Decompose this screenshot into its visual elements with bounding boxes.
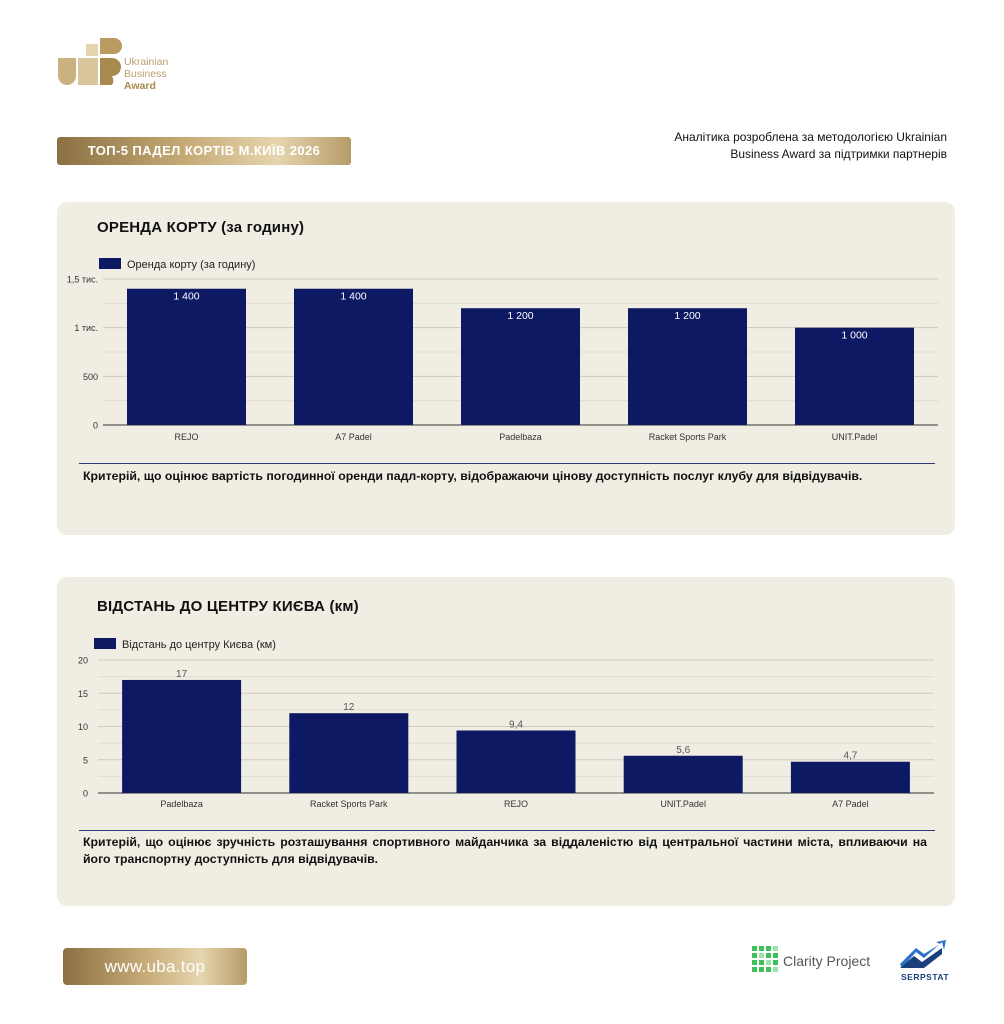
bar	[790, 761, 910, 793]
clarity-project-logo: Clarity Project	[752, 946, 870, 976]
logo-wordmark: Ukrainian Business Award	[124, 56, 168, 92]
y-tick-label: 20	[78, 656, 88, 666]
data-label: 9,4	[509, 719, 523, 730]
distance-caption: Критерій, що оцінює зручність розташуван…	[83, 835, 927, 866]
x-tick-label: Racket Sports Park	[310, 799, 388, 809]
rent-divider	[79, 463, 935, 464]
legend-swatch	[94, 638, 116, 649]
logo-line-2: Business	[124, 68, 167, 80]
x-tick-label: REJO	[504, 799, 528, 809]
y-tick-label: 5	[83, 755, 88, 765]
data-label: 12	[343, 702, 355, 713]
bar	[628, 308, 747, 425]
y-tick-label: 10	[78, 722, 88, 732]
bar	[127, 288, 246, 425]
bar	[795, 327, 914, 425]
x-tick-label: A7 Padel	[832, 799, 869, 809]
y-tick-label: 0	[93, 421, 98, 431]
y-tick-label: 500	[83, 372, 98, 382]
serpstat-name: SERPSTAT	[901, 972, 950, 982]
legend-label: Відстань до центру Києва (км)	[122, 639, 276, 651]
y-tick-label: 1 тис.	[74, 323, 98, 333]
logo-line-1: Ukrainian	[124, 56, 169, 68]
rent-panel: ОРЕНДА КОРТУ (за годину) Оренда корту (з…	[57, 202, 955, 535]
data-label: 1 400	[340, 291, 366, 303]
x-tick-label: Racket Sports Park	[649, 432, 727, 442]
bar	[122, 679, 242, 793]
rent-chart-title: ОРЕНДА КОРТУ (за годину)	[97, 219, 305, 236]
bar	[456, 730, 576, 793]
y-tick-label: 15	[78, 689, 88, 699]
data-label: 5,6	[676, 745, 690, 756]
data-label: 1 200	[674, 310, 700, 322]
methodology-note: Аналітика розроблена за методологією Ukr…	[674, 130, 947, 161]
x-tick-label: A7 Padel	[335, 432, 372, 442]
logo-line-3: Award	[124, 80, 156, 92]
data-label: 1 400	[173, 291, 199, 303]
page-title-badge: ТОП-5 ПАДЕЛ КОРТІВ М.КИЇВ 2026	[57, 137, 351, 165]
clarity-project-name: Clarity Project	[783, 953, 871, 969]
bar	[294, 288, 413, 425]
x-tick-label: REJO	[174, 432, 198, 442]
serpstat-logo: SERPSTAT	[898, 940, 958, 984]
clarity-project-icon	[752, 946, 778, 972]
rent-chart: Оренда корту (за годину) 0 500 1 тис. 1,5 ти…	[67, 258, 938, 442]
y-tick-label: 0	[83, 789, 88, 799]
legend-label: Оренда корту (за годину)	[127, 259, 255, 271]
x-tick-label: Padelbaza	[160, 799, 203, 809]
serpstat-icon	[900, 940, 946, 968]
distance-divider	[79, 830, 935, 831]
rent-caption: Критерій, що оцінює вартість погодинної …	[83, 469, 863, 483]
data-label: 17	[176, 669, 188, 680]
website-link[interactable]: www.uba.top	[63, 948, 247, 985]
bar	[623, 755, 743, 793]
distance-panel: ВІДСТАНЬ ДО ЦЕНТРУ КИЄВА (км) Відстань д…	[57, 577, 955, 906]
x-tick-label: UNIT.Padel	[832, 432, 878, 442]
uba-logo-mark	[58, 38, 122, 85]
distance-chart: Відстань до центру Києва (км) 0 5 10 15 20 17 P…	[78, 638, 934, 809]
x-tick-label: Padelbaza	[499, 432, 542, 442]
bar	[289, 713, 409, 793]
x-tick-label: UNIT.Padel	[660, 799, 706, 809]
y-tick-label: 1,5 тис.	[67, 275, 98, 285]
legend-swatch	[99, 258, 121, 269]
ukrainian-business-award-logo: Ukrainian Business Award	[56, 36, 206, 92]
data-label: 1 000	[841, 330, 867, 342]
data-label: 1 200	[507, 310, 533, 322]
bar	[461, 308, 580, 425]
data-label: 4,7	[843, 751, 857, 762]
distance-chart-title: ВІДСТАНЬ ДО ЦЕНТРУ КИЄВА (км)	[97, 598, 359, 615]
